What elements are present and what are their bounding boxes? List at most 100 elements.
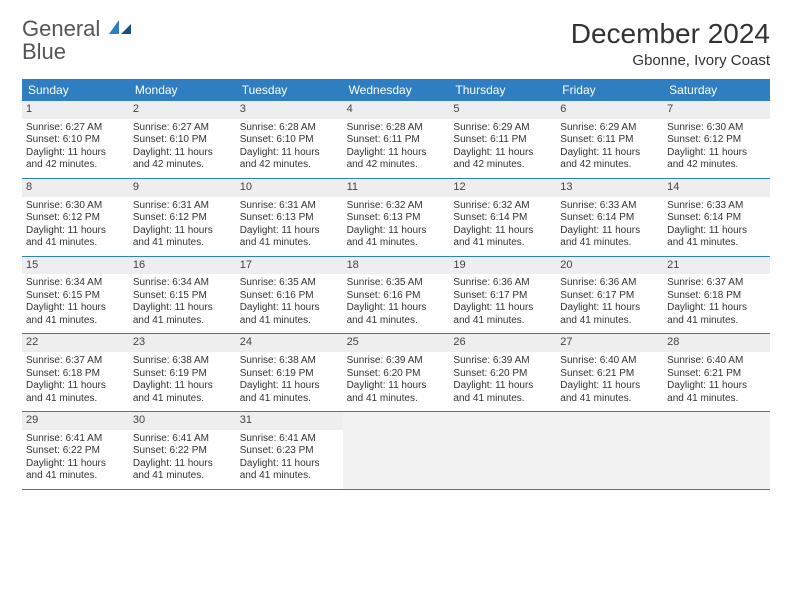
week-row: 8Sunrise: 6:30 AMSunset: 6:12 PMDaylight…: [22, 179, 770, 257]
sunset-line: Sunset: 6:11 PM: [560, 134, 659, 147]
sunset-line: Sunset: 6:15 PM: [26, 290, 125, 303]
day-number: 8: [22, 179, 129, 197]
daylight-line: Daylight: 11 hours and 41 minutes.: [347, 225, 446, 250]
daylight-line: Daylight: 11 hours and 41 minutes.: [453, 225, 552, 250]
day-cell: 3Sunrise: 6:28 AMSunset: 6:10 PMDaylight…: [236, 101, 343, 178]
daylight-line: Daylight: 11 hours and 42 minutes.: [667, 147, 766, 172]
day-cell: 5Sunrise: 6:29 AMSunset: 6:11 PMDaylight…: [449, 101, 556, 178]
logo-sail-icon: [107, 18, 133, 36]
day-number: 29: [22, 412, 129, 430]
sunset-line: Sunset: 6:12 PM: [26, 212, 125, 225]
sunrise-line: Sunrise: 6:41 AM: [26, 433, 125, 446]
sunset-line: Sunset: 6:13 PM: [240, 212, 339, 225]
daylight-line: Daylight: 11 hours and 41 minutes.: [560, 225, 659, 250]
dow-header: Tuesday: [236, 79, 343, 101]
dow-header: Thursday: [449, 79, 556, 101]
daylight-line: Daylight: 11 hours and 41 minutes.: [240, 380, 339, 405]
daylight-line: Daylight: 11 hours and 41 minutes.: [133, 302, 232, 327]
day-number: 13: [556, 179, 663, 197]
day-cell: 11Sunrise: 6:32 AMSunset: 6:13 PMDayligh…: [343, 179, 450, 256]
day-cell: 7Sunrise: 6:30 AMSunset: 6:12 PMDaylight…: [663, 101, 770, 178]
daylight-line: Daylight: 11 hours and 42 minutes.: [453, 147, 552, 172]
title-area: December 2024 Gbonne, Ivory Coast: [571, 18, 770, 69]
sunset-line: Sunset: 6:17 PM: [560, 290, 659, 303]
day-cell: 15Sunrise: 6:34 AMSunset: 6:15 PMDayligh…: [22, 257, 129, 334]
day-cell: 14Sunrise: 6:33 AMSunset: 6:14 PMDayligh…: [663, 179, 770, 256]
day-cell: 2Sunrise: 6:27 AMSunset: 6:10 PMDaylight…: [129, 101, 236, 178]
daylight-line: Daylight: 11 hours and 42 minutes.: [26, 147, 125, 172]
day-number: 9: [129, 179, 236, 197]
day-cell: 12Sunrise: 6:32 AMSunset: 6:14 PMDayligh…: [449, 179, 556, 256]
sunrise-line: Sunrise: 6:27 AM: [26, 122, 125, 135]
daylight-line: Daylight: 11 hours and 42 minutes.: [133, 147, 232, 172]
page-header: General Blue December 2024 Gbonne, Ivory…: [22, 18, 770, 69]
logo-text-gray: General: [22, 16, 100, 41]
sunrise-line: Sunrise: 6:29 AM: [560, 122, 659, 135]
day-cell-empty: [556, 412, 663, 489]
logo: General Blue: [22, 18, 133, 64]
logo-text-blue: Blue: [22, 39, 66, 64]
sunset-line: Sunset: 6:10 PM: [133, 134, 232, 147]
day-number: 16: [129, 257, 236, 275]
day-number: 11: [343, 179, 450, 197]
sunrise-line: Sunrise: 6:41 AM: [240, 433, 339, 446]
sunrise-line: Sunrise: 6:38 AM: [240, 355, 339, 368]
daylight-line: Daylight: 11 hours and 42 minutes.: [240, 147, 339, 172]
sunset-line: Sunset: 6:10 PM: [26, 134, 125, 147]
day-cell: 20Sunrise: 6:36 AMSunset: 6:17 PMDayligh…: [556, 257, 663, 334]
day-number: 6: [556, 101, 663, 119]
daylight-line: Daylight: 11 hours and 41 minutes.: [240, 458, 339, 483]
sunset-line: Sunset: 6:13 PM: [347, 212, 446, 225]
sunset-line: Sunset: 6:16 PM: [240, 290, 339, 303]
sunrise-line: Sunrise: 6:34 AM: [133, 277, 232, 290]
daylight-line: Daylight: 11 hours and 41 minutes.: [133, 380, 232, 405]
day-cell: 28Sunrise: 6:40 AMSunset: 6:21 PMDayligh…: [663, 334, 770, 411]
day-cell: 21Sunrise: 6:37 AMSunset: 6:18 PMDayligh…: [663, 257, 770, 334]
daylight-line: Daylight: 11 hours and 41 minutes.: [347, 380, 446, 405]
day-number: 20: [556, 257, 663, 275]
sunset-line: Sunset: 6:11 PM: [347, 134, 446, 147]
day-number: 17: [236, 257, 343, 275]
day-cell: 17Sunrise: 6:35 AMSunset: 6:16 PMDayligh…: [236, 257, 343, 334]
daylight-line: Daylight: 11 hours and 41 minutes.: [26, 302, 125, 327]
day-number: 4: [343, 101, 450, 119]
day-cell: 6Sunrise: 6:29 AMSunset: 6:11 PMDaylight…: [556, 101, 663, 178]
sunrise-line: Sunrise: 6:40 AM: [667, 355, 766, 368]
day-cell: 29Sunrise: 6:41 AMSunset: 6:22 PMDayligh…: [22, 412, 129, 489]
dow-header: Saturday: [663, 79, 770, 101]
day-number: 1: [22, 101, 129, 119]
day-number: 19: [449, 257, 556, 275]
sunrise-line: Sunrise: 6:30 AM: [667, 122, 766, 135]
sunset-line: Sunset: 6:17 PM: [453, 290, 552, 303]
daylight-line: Daylight: 11 hours and 41 minutes.: [26, 225, 125, 250]
sunset-line: Sunset: 6:19 PM: [133, 368, 232, 381]
daylight-line: Daylight: 11 hours and 41 minutes.: [560, 302, 659, 327]
day-cell: 22Sunrise: 6:37 AMSunset: 6:18 PMDayligh…: [22, 334, 129, 411]
day-cell: 24Sunrise: 6:38 AMSunset: 6:19 PMDayligh…: [236, 334, 343, 411]
daylight-line: Daylight: 11 hours and 41 minutes.: [453, 380, 552, 405]
dow-header: Wednesday: [343, 79, 450, 101]
logo-text: General Blue: [22, 18, 133, 64]
day-number: 31: [236, 412, 343, 430]
daylight-line: Daylight: 11 hours and 41 minutes.: [347, 302, 446, 327]
sunset-line: Sunset: 6:21 PM: [560, 368, 659, 381]
day-cell: 25Sunrise: 6:39 AMSunset: 6:20 PMDayligh…: [343, 334, 450, 411]
daylight-line: Daylight: 11 hours and 41 minutes.: [26, 458, 125, 483]
daylight-line: Daylight: 11 hours and 41 minutes.: [453, 302, 552, 327]
sunset-line: Sunset: 6:14 PM: [560, 212, 659, 225]
sunset-line: Sunset: 6:15 PM: [133, 290, 232, 303]
sunset-line: Sunset: 6:18 PM: [667, 290, 766, 303]
sunset-line: Sunset: 6:14 PM: [667, 212, 766, 225]
day-cell-empty: [343, 412, 450, 489]
sunrise-line: Sunrise: 6:31 AM: [240, 200, 339, 213]
sunrise-line: Sunrise: 6:37 AM: [26, 355, 125, 368]
daylight-line: Daylight: 11 hours and 41 minutes.: [133, 458, 232, 483]
sunrise-line: Sunrise: 6:40 AM: [560, 355, 659, 368]
day-number: 10: [236, 179, 343, 197]
sunrise-line: Sunrise: 6:28 AM: [347, 122, 446, 135]
sunrise-line: Sunrise: 6:29 AM: [453, 122, 552, 135]
sunrise-line: Sunrise: 6:31 AM: [133, 200, 232, 213]
daylight-line: Daylight: 11 hours and 41 minutes.: [667, 225, 766, 250]
sunset-line: Sunset: 6:21 PM: [667, 368, 766, 381]
day-number: 3: [236, 101, 343, 119]
